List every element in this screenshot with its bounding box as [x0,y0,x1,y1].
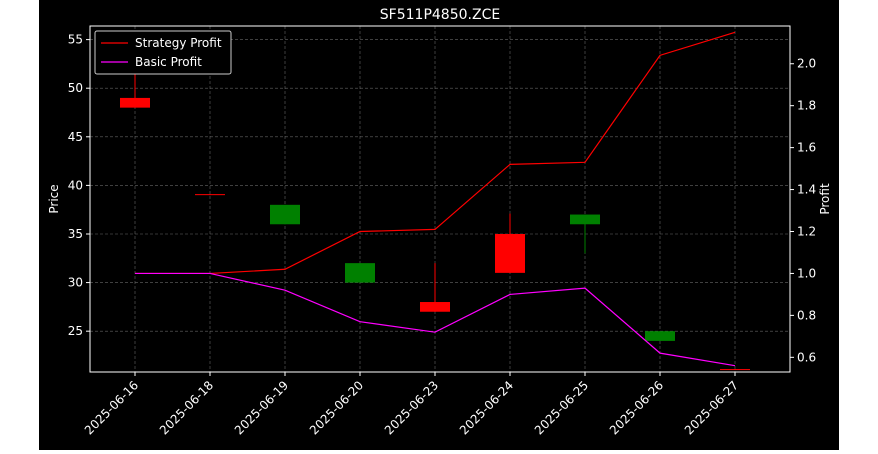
x-tick-label: 2025-06-16 [82,378,141,437]
y-tick-label-right: 1.0 [797,266,816,280]
candle-body [195,194,225,196]
candle-body [420,302,450,312]
y-axis-left-label: Price [47,184,61,213]
legend-box [94,30,232,75]
plot-frame [89,25,791,373]
candle-body [345,263,375,283]
x-axis: 2025-06-16 2025-06-18 2025-06-19 2025-06-20… [82,372,741,437]
y-tick-label-right: 1.6 [797,141,816,155]
y-tick-label-left: 55 [68,33,83,47]
y-tick-label-right: 1.2 [797,225,816,239]
candle-body [645,331,675,341]
x-tick-label: 2025-06-20 [307,378,366,437]
x-tick-label: 2025-06-24 [457,378,516,437]
y-tick-label-right: 0.8 [797,308,816,322]
chart-figure: 25 30 35 40 45 50 55 0.6 0.8 1.0 1.2 1.4 1.6 1.8 2.0 … [39,0,839,450]
y-tick-label-left: 45 [68,130,83,144]
y-tick-label-left: 30 [68,276,83,290]
chart-title: SF511P4850.ZCE [380,7,500,23]
candle-body [570,214,600,225]
y-tick-label-left: 25 [68,324,83,338]
y-tick-label-right: 1.8 [797,99,816,113]
grid [90,26,790,372]
candle-body [495,233,525,273]
legend: Strategy Profit Basic Profit [94,30,232,75]
candle-body [720,369,750,371]
x-tick-label: 2025-06-25 [532,378,591,437]
y-tick-label-right: 1.4 [797,183,816,197]
x-tick-label: 2025-06-27 [682,378,741,437]
y-axis-left: 25 30 35 40 45 50 55 [68,33,90,338]
y-tick-label-left: 40 [68,178,83,192]
y-tick-label-left: 35 [68,227,83,241]
line-basic-profit [135,272,736,367]
y-tick-label-right: 0.6 [797,350,816,364]
y-tick-label-left: 50 [68,81,83,95]
candle-body [270,204,300,225]
legend-label-strategy-profit: Strategy Profit [135,36,222,50]
y-axis-right-label: Profit [818,183,832,215]
y-tick-label-right: 2.0 [797,57,816,71]
y-axis-right: 0.6 0.8 1.0 1.2 1.4 1.6 1.8 2.0 [790,57,816,364]
line-strategy-profit [135,31,736,275]
profit-lines [135,31,736,367]
legend-label-basic-profit: Basic Profit [135,55,202,69]
x-tick-label: 2025-06-18 [157,378,216,437]
candles [120,73,750,371]
x-tick-label: 2025-06-26 [607,378,666,437]
x-tick-label: 2025-06-23 [382,378,441,437]
x-tick-label: 2025-06-19 [232,378,291,437]
candle-body [120,97,150,108]
